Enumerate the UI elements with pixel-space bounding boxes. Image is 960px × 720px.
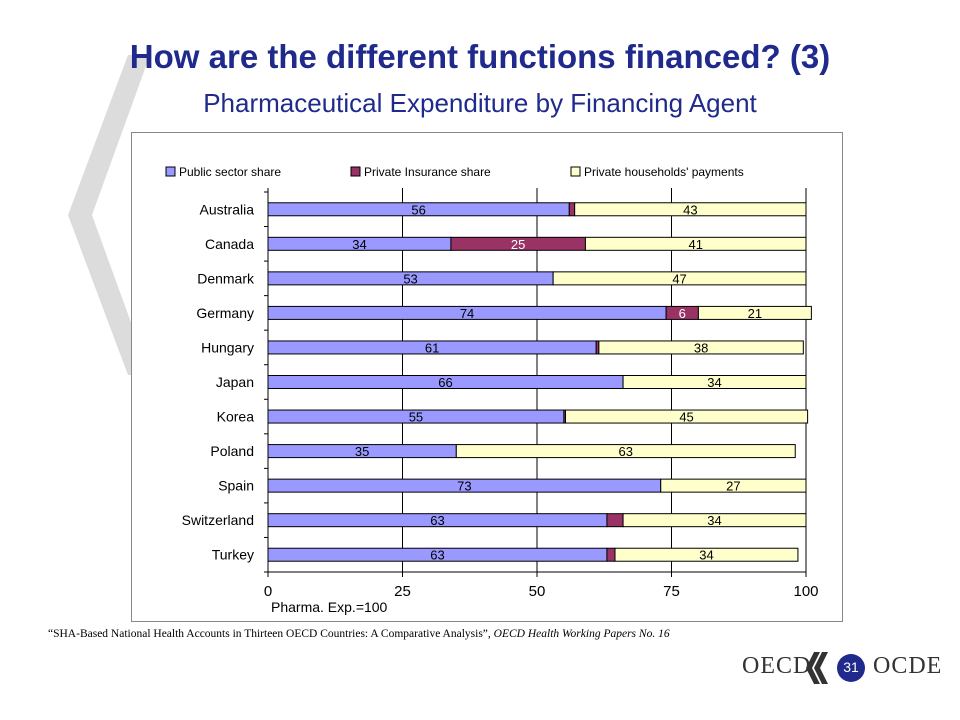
category-label: Australia [200, 201, 255, 217]
bar-segment [568, 202, 576, 217]
legend-label: Public sector share [179, 165, 281, 179]
data-label: 66 [438, 375, 452, 390]
data-label: 63 [430, 548, 444, 563]
data-label: 63 [619, 444, 633, 459]
category-label: Denmark [197, 270, 255, 286]
bar-segment [606, 513, 624, 528]
category-label: Japan [216, 374, 254, 390]
bar-segment [622, 375, 807, 389]
data-label: 38 [694, 340, 708, 355]
data-label: 34 [707, 375, 721, 390]
source-publication: OECD Health Working Papers No. 16 [493, 628, 670, 640]
legend-label: Private households' payments [584, 165, 744, 179]
data-label: 41 [688, 237, 702, 252]
category-label: Poland [210, 443, 254, 459]
data-label: 56 [411, 202, 425, 217]
chart-bars: 56 43 34 25 41 53 47 74 6 21 61 38 66 34 55 45 35 63 73 27 6… [267, 202, 812, 563]
data-label: 61 [425, 340, 439, 355]
data-label: 34 [352, 237, 366, 252]
bar-segment [552, 271, 807, 286]
x-tick-label: 100 [793, 583, 818, 600]
bar-segment [660, 478, 807, 493]
data-label: 55 [409, 410, 423, 425]
category-label: Switzerland [182, 512, 254, 528]
bar-segment [622, 513, 807, 528]
legend-label: Private Insurance share [364, 165, 491, 179]
legend-swatch [165, 166, 176, 177]
data-label: 47 [672, 271, 686, 286]
chart-legend: Public sector share Private Insurance sha… [165, 165, 744, 179]
data-label: 34 [707, 513, 721, 528]
x-axis-label: Pharma. Exp.=100 [271, 599, 388, 615]
category-label: Germany [196, 305, 254, 321]
data-label: 45 [679, 410, 693, 425]
logo-ocde: OCDE [873, 653, 943, 679]
bar-segment [574, 202, 807, 217]
oecd-chevron-watermark [68, 55, 150, 375]
bar-segment [606, 547, 616, 562]
slide-title: How are the different functions financed… [129, 38, 831, 75]
data-label: 74 [460, 306, 474, 321]
legend-swatch [570, 166, 581, 177]
source-quote: “SHA-Based National Health Accounts in T… [48, 628, 491, 640]
x-tick-label: 25 [394, 583, 411, 600]
data-label: 43 [683, 202, 697, 217]
bar-segment [455, 444, 796, 459]
data-label: 63 [430, 513, 444, 528]
oecd-logo-mark [806, 652, 865, 684]
category-label: Turkey [212, 547, 254, 563]
category-label: Hungary [201, 339, 254, 355]
data-label: 73 [457, 479, 471, 494]
data-label: 6 [679, 306, 686, 321]
bar-segment [565, 409, 809, 424]
data-label: 35 [355, 444, 369, 459]
category-label: Canada [205, 236, 254, 252]
data-label: 21 [748, 306, 762, 321]
bar-segment [584, 236, 807, 251]
stacked-bar-chart: Public sector share Private Insurance sha… [131, 132, 843, 622]
bar-segment [697, 305, 812, 320]
source-citation: “SHA-Based National Health Accounts in T… [48, 628, 670, 640]
data-label: 53 [403, 271, 417, 286]
x-tick-label: 75 [663, 583, 680, 600]
slide-subtitle: Pharmaceutical Expenditure by Financing … [203, 88, 757, 118]
bar-segment [614, 547, 799, 562]
data-label: 34 [699, 548, 713, 563]
x-tick-label: 0 [264, 583, 272, 600]
category-label: Spain [218, 478, 254, 494]
bar-segment [598, 340, 804, 355]
category-labels: Australia Canada Denmark Germany Hungary Japa… [182, 191, 268, 573]
data-label: 27 [726, 479, 740, 494]
logo-oecd: OECD [742, 653, 812, 679]
x-axis: 0 25 50 75 100 [264, 188, 819, 600]
page-number: 31 [843, 659, 859, 675]
category-label: Korea [217, 409, 255, 425]
legend-swatch [350, 166, 361, 177]
x-tick-label: 50 [529, 583, 546, 600]
data-label: 25 [511, 237, 525, 252]
